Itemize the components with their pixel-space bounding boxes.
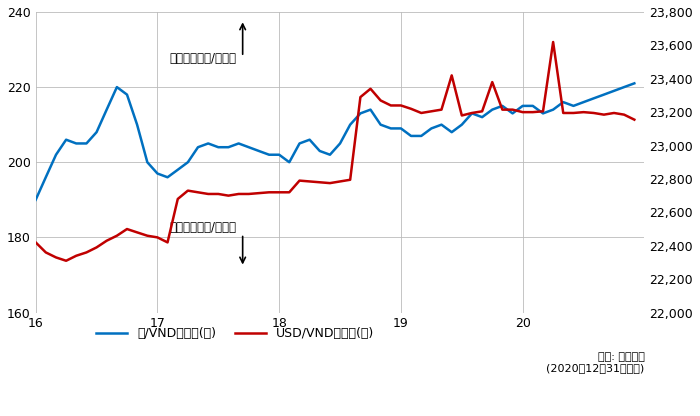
- USD/VNDレート(右): [32, 240, 40, 245]
- USD/VNDレート(右): [214, 191, 223, 196]
- 円/VNDレート(左): [183, 160, 192, 165]
- 円/VNDレート(左): [204, 141, 212, 146]
- 円/VNDレート(左): [407, 134, 415, 139]
- USD/VNDレート(右): [417, 111, 426, 116]
- USD/VNDレート(右): [194, 190, 202, 195]
- Text: 出典: 弊社調べ
(2020年12月31日時点): 出典: 弊社調べ (2020年12月31日時点): [546, 352, 645, 373]
- 円/VNDレート(左): [234, 141, 243, 146]
- USD/VNDレート(右): [549, 40, 557, 45]
- USD/VNDレート(右): [62, 258, 70, 263]
- 円/VNDレート(左): [630, 81, 638, 86]
- 円/VNDレート(左): [32, 197, 40, 202]
- USD/VNDレート(右): [630, 117, 638, 122]
- USD/VNDレート(右): [143, 233, 151, 238]
- Text: ドル安・円安/ドン高: ドル安・円安/ドン高: [169, 220, 237, 234]
- USD/VNDレート(右): [234, 191, 243, 196]
- 円/VNDレート(左): [224, 145, 232, 150]
- USD/VNDレート(右): [244, 191, 253, 196]
- Line: USD/VNDレート(右): USD/VNDレート(右): [36, 42, 634, 261]
- Legend: 円/VNDレート(左), USD/VNDレート(右): 円/VNDレート(左), USD/VNDレート(右): [90, 322, 379, 345]
- 円/VNDレート(左): [133, 122, 141, 127]
- Text: ドル高・円高/ドン安: ドル高・円高/ドン安: [169, 52, 237, 64]
- Line: 円/VNDレート(左): 円/VNDレート(左): [36, 83, 634, 200]
